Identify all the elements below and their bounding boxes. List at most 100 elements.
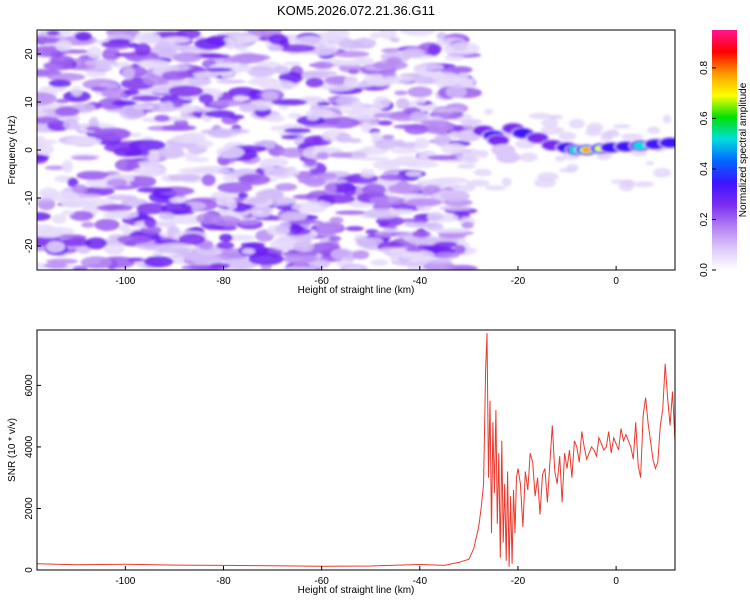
- noise-cell: [43, 262, 68, 269]
- noise-cell: [61, 210, 75, 216]
- noise-cell: [216, 79, 246, 84]
- noise-cell: [349, 44, 374, 49]
- noise-cell: [102, 211, 129, 219]
- noise-cell: [603, 129, 614, 139]
- noise-cell: [123, 89, 140, 96]
- noise-cell: [258, 79, 297, 91]
- noise-cell: [239, 103, 258, 113]
- noise-cell: [37, 116, 59, 124]
- noise-cell: [423, 184, 440, 194]
- noise-cell: [229, 114, 245, 120]
- noise-cell: [411, 230, 431, 238]
- noise-cell: [427, 258, 453, 265]
- noise-cell: [419, 71, 458, 78]
- noise-cell: [427, 44, 441, 56]
- noise-cell: [219, 233, 233, 243]
- noise-cell: [84, 59, 118, 67]
- y-tick-label: -20: [24, 238, 35, 253]
- noise-cell: [85, 126, 102, 131]
- noise-cell: [395, 98, 410, 110]
- noise-cell: [255, 189, 285, 200]
- noise-cell: [618, 181, 634, 192]
- noise-cell: [288, 112, 303, 119]
- noise-cell: [116, 235, 153, 245]
- noise-cell: [216, 241, 235, 250]
- noise-cell: [92, 127, 131, 141]
- noise-cell: [57, 238, 92, 247]
- noise-cell: [94, 218, 120, 231]
- noise-cell: [54, 106, 80, 117]
- noise-cell: [550, 114, 564, 120]
- snr-background: [37, 330, 675, 570]
- noise-cell: [167, 173, 202, 182]
- noise-cell: [281, 212, 306, 221]
- noise-cell: [439, 135, 451, 144]
- noise-cell: [55, 98, 70, 104]
- noise-cell: [306, 43, 339, 56]
- noise-cell: [282, 254, 319, 264]
- x-tick-label: -60: [314, 276, 329, 287]
- colorbar-label: Normalized spectral amplitude: [738, 82, 749, 217]
- noise-cell: [533, 178, 556, 188]
- x-tick-label: -40: [413, 276, 428, 287]
- noise-cell: [389, 37, 400, 43]
- noise-cell: [264, 114, 286, 123]
- noise-cell: [132, 166, 167, 177]
- noise-cell: [133, 103, 154, 110]
- noise-cell: [127, 257, 145, 262]
- noise-cell: [37, 143, 55, 156]
- noise-cell: [461, 221, 474, 229]
- noise-cell: [230, 53, 266, 64]
- y-tick-label: 4000: [24, 435, 35, 458]
- noise-cell: [161, 242, 188, 247]
- noise-cell: [236, 47, 248, 52]
- noise-cell: [170, 134, 204, 144]
- noise-cell: [278, 147, 307, 158]
- noise-cell: [268, 34, 289, 45]
- x-tick-label: -100: [115, 576, 135, 587]
- noise-cell: [416, 97, 427, 104]
- noise-cell: [329, 152, 353, 158]
- noise-cell: [37, 229, 64, 238]
- noise-cell: [295, 71, 329, 80]
- noise-cell: [279, 220, 292, 229]
- noise-cell: [208, 99, 245, 107]
- noise-cell: [612, 124, 631, 129]
- noise-cell: [434, 228, 470, 234]
- noise-cell: [61, 159, 74, 173]
- x-tick-label: -80: [216, 276, 231, 287]
- noise-cell: [169, 196, 186, 203]
- snr-x-axis-label: Height of straight line (km): [298, 585, 415, 596]
- spectrogram-y-axis-label: Frequency (Hz): [7, 116, 18, 185]
- noise-cell: [568, 118, 586, 129]
- noise-cell: [621, 133, 644, 141]
- spectrogram-x-axis-label: Height of straight line (km): [298, 285, 415, 296]
- noise-cell: [204, 67, 233, 72]
- noise-cell: [372, 96, 391, 109]
- noise-cell: [223, 35, 257, 44]
- noise-cell: [393, 124, 426, 130]
- noise-cell: [67, 177, 79, 188]
- noise-cell: [37, 92, 57, 106]
- noise-cell: [85, 70, 107, 78]
- noise-cell: [303, 158, 317, 167]
- noise-cell: [247, 66, 275, 78]
- noise-cell: [76, 170, 109, 180]
- noise-cell: [122, 66, 135, 80]
- noise-cell: [431, 108, 463, 113]
- noise-cell: [400, 30, 437, 36]
- colorbar-tick-label: 0.4: [699, 162, 710, 176]
- spectrogram-heatmap: [37, 30, 675, 270]
- noise-cell: [196, 212, 221, 225]
- noise-cell: [74, 137, 102, 145]
- noise-cell: [46, 258, 79, 264]
- noise-cell: [134, 42, 151, 56]
- noise-cell: [473, 168, 492, 177]
- signal-cell: [527, 132, 549, 144]
- noise-cell: [44, 165, 67, 171]
- colorbar-tick-label: 0.8: [699, 61, 710, 75]
- noise-cell: [358, 156, 389, 161]
- noise-cell: [199, 242, 213, 250]
- noise-cell: [380, 75, 415, 84]
- noise-cell: [241, 248, 256, 255]
